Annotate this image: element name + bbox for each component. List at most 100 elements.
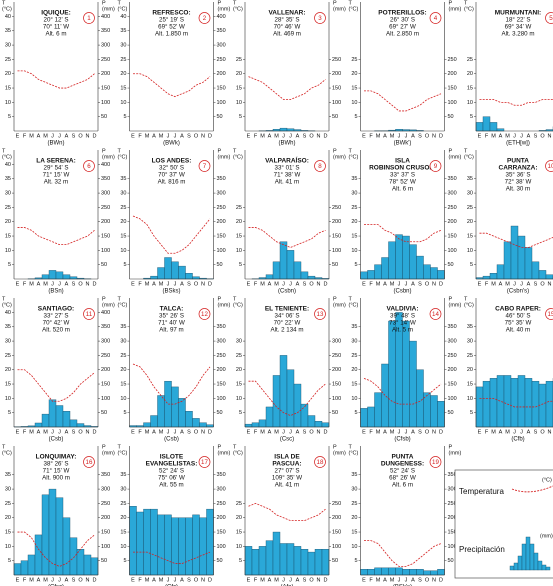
station-info: 25° 19' S — [159, 17, 184, 24]
month-label: A — [411, 133, 415, 139]
y2-tick-label: 150 — [448, 85, 457, 91]
precipitation-bar — [55, 497, 64, 576]
y2-tick-label: 150 — [332, 233, 341, 239]
y-axis-label: (°C) — [2, 154, 12, 160]
y2-tick-label: 300 — [101, 487, 110, 493]
y-tick-label: 15 — [236, 233, 242, 239]
station-number: 18 — [317, 459, 324, 466]
y2-tick-label: 200 — [332, 219, 341, 225]
precipitation-bar — [164, 257, 172, 280]
month-label: F — [138, 429, 142, 435]
station-info: 75° 06' W — [158, 475, 185, 482]
month-label: J — [520, 429, 523, 435]
climograph: 51015202530354050100150200250300350400T(… — [118, 0, 231, 146]
precipitation-bar — [279, 355, 288, 428]
precipitation-bar — [265, 540, 274, 576]
month-label: M — [159, 429, 164, 435]
month-label: J — [520, 133, 523, 139]
month-label: M — [260, 429, 265, 435]
y2-axis-label: (mm) — [333, 6, 346, 12]
y-axis-label: (°C) — [2, 6, 12, 12]
month-label: M — [159, 133, 164, 139]
station-name: CARRANZA: — [499, 165, 538, 172]
station-info: 33° 27' S — [44, 313, 69, 320]
precipitation-bar — [489, 122, 498, 132]
y2-tick-label: 250 — [217, 57, 226, 63]
station-number: 11 — [86, 311, 93, 318]
precipitation-bar — [129, 506, 137, 576]
y-axis-label: (°C) — [233, 154, 243, 160]
month-label: J — [289, 577, 292, 583]
station-info: 29° 54' S — [44, 165, 69, 172]
station-name: ISLA — [395, 158, 410, 165]
y-tick-label: 30 — [5, 191, 11, 197]
y2-tick-label: 250 — [332, 57, 341, 63]
month-label: J — [167, 429, 170, 435]
month-label: S — [418, 577, 422, 583]
climate-class: (BWk) — [163, 141, 180, 147]
y2-tick-label: 200 — [332, 515, 341, 521]
month-label: N — [317, 429, 321, 435]
precipitation-bar — [437, 401, 445, 428]
station-info: Alt. 1.850 m — [155, 31, 188, 38]
month-label: F — [369, 577, 373, 583]
y-axis-label: T — [349, 0, 353, 6]
y2-tick-label: 250 — [448, 353, 457, 359]
climograph: 51015202530354050100150200250300350400T(… — [2, 0, 115, 146]
precipitation-bar — [545, 274, 553, 280]
precipitation-bar — [475, 122, 484, 132]
legend-bar-icon — [509, 536, 551, 571]
month-label: O — [425, 577, 430, 583]
precipitation-bar — [503, 375, 512, 428]
y-tick-label: 10 — [236, 248, 242, 254]
y-tick-label: 25 — [5, 353, 11, 359]
month-label: M — [274, 133, 279, 139]
y-axis-label: T — [233, 148, 237, 154]
y-tick-label: 10 — [467, 396, 473, 402]
month-label: E — [131, 429, 135, 435]
precipitation-bar — [185, 273, 193, 280]
climate-class: (Csc) — [280, 437, 294, 443]
station-number: 16 — [86, 459, 93, 466]
station-info: Alt. 816 m — [158, 179, 186, 186]
number-badge — [314, 12, 326, 24]
precipitation-bar — [423, 264, 431, 280]
y-tick-label: 15 — [467, 85, 473, 91]
y-tick-label: 20 — [236, 515, 242, 521]
y2-tick-label: 400 — [101, 310, 110, 316]
month-label: D — [439, 281, 443, 287]
temperature-line — [479, 397, 553, 408]
y-tick-label: 15 — [236, 529, 242, 535]
month-label: J — [51, 577, 54, 583]
y2-tick-label: 150 — [101, 529, 110, 535]
y-tick-label: 5 — [123, 262, 126, 268]
month-label: J — [58, 133, 61, 139]
precipitation-bar — [171, 386, 179, 428]
month-label: M — [159, 281, 164, 287]
y2-tick-label: 350 — [101, 28, 110, 34]
precipitation-bar — [41, 413, 50, 428]
precipitation-bar — [150, 415, 158, 428]
precipitation-bar — [496, 128, 505, 132]
month-label: F — [138, 577, 142, 583]
month-label: F — [23, 133, 27, 139]
y2-tick-label: 250 — [101, 57, 110, 63]
precipitation-bar — [265, 406, 274, 428]
month-label: O — [540, 281, 545, 287]
month-label: F — [254, 281, 258, 287]
precipitation-bar — [55, 405, 64, 428]
precipitation-bar — [157, 395, 165, 428]
y-tick-label: 5 — [8, 410, 11, 416]
y-tick-label: 35 — [351, 176, 357, 182]
y2-tick-label: 400 — [217, 14, 226, 20]
number-badge — [545, 160, 553, 172]
month-label: A — [268, 429, 272, 435]
y2-tick-label: 150 — [448, 233, 457, 239]
y-tick-label: 25 — [120, 57, 126, 63]
y-tick-label: 25 — [351, 205, 357, 211]
climograph: 510152025303550100150200250300350T(°C)P(… — [464, 148, 553, 295]
precipitation-bar — [41, 274, 50, 280]
month-label: F — [23, 281, 27, 287]
y2-tick-label: 100 — [448, 544, 457, 550]
